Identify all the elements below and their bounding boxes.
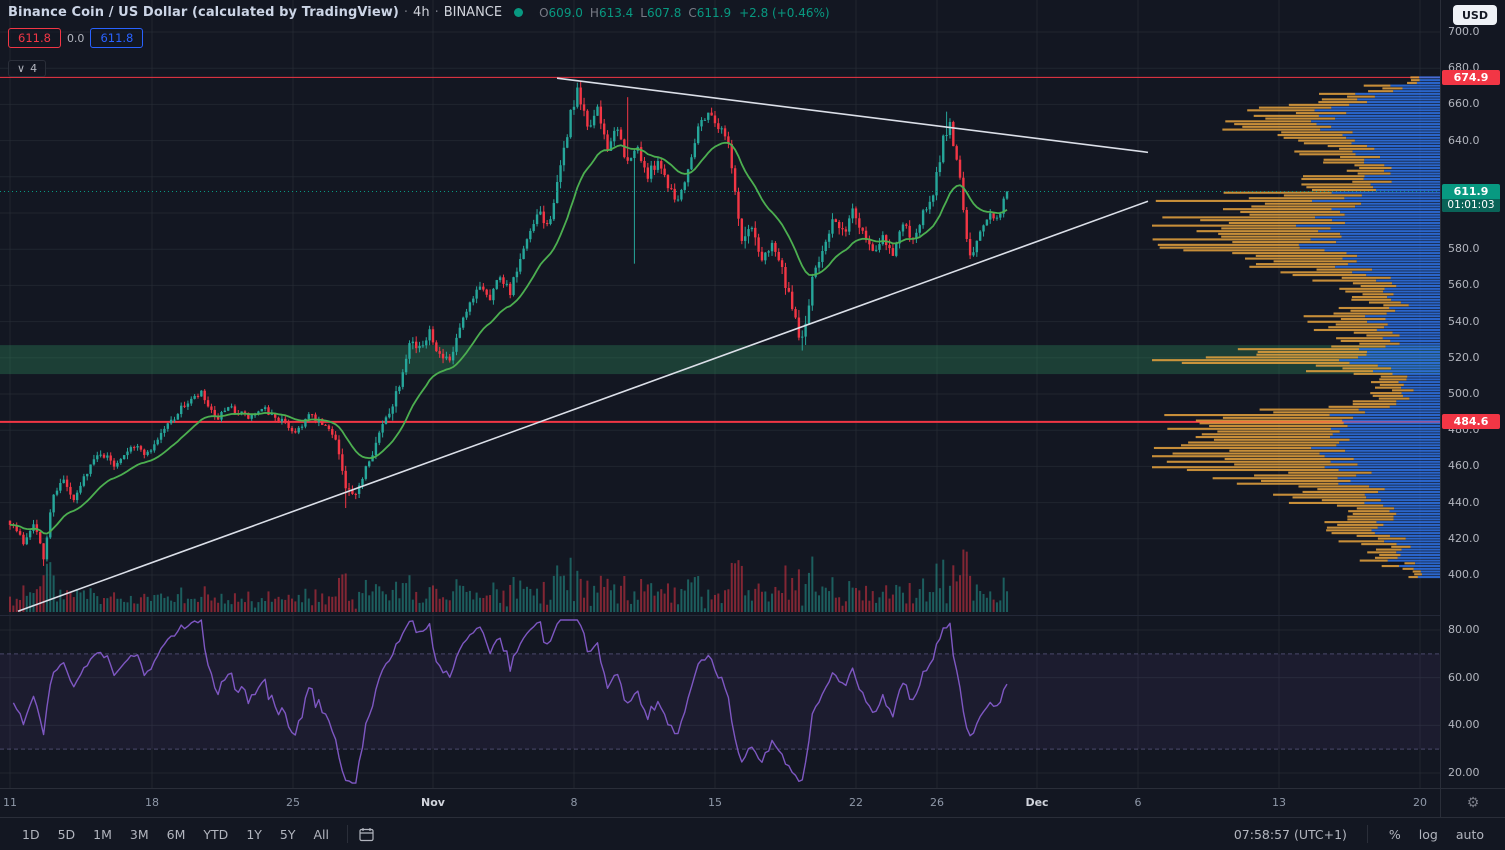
toolbar-divider xyxy=(1366,825,1368,843)
price-axis-label: 500.0 xyxy=(1448,387,1480,400)
percent-scale-button[interactable]: % xyxy=(1382,824,1408,845)
time-axis-label: 26 xyxy=(930,796,944,809)
sell-price-button[interactable]: 611.8 xyxy=(8,28,61,48)
price-axis-label: 660.0 xyxy=(1448,97,1480,111)
range-button-All[interactable]: All xyxy=(306,824,338,845)
price-axis[interactable]: USD 700.0 680.0 660.0 640.0 580.0 560.0 540.0 5… xyxy=(1440,0,1505,788)
price-tag-value: 674.9 xyxy=(1453,70,1489,84)
separator-dot: · xyxy=(403,5,409,20)
axis-corner: ⚙ xyxy=(1440,788,1505,817)
price-axis-label: 400.0 xyxy=(1448,568,1480,581)
price-axis-label: 640.0 xyxy=(1448,133,1480,147)
log-scale-button[interactable]: log xyxy=(1412,824,1445,845)
range-button-6M[interactable]: 6M xyxy=(159,824,194,845)
low-label: L xyxy=(640,5,647,20)
time-axis-label: 11 xyxy=(3,796,17,809)
time-axis-label: 18 xyxy=(145,796,159,809)
indicators-collapse-button[interactable]: ∨ 4 xyxy=(8,60,47,77)
auto-scale-button[interactable]: auto xyxy=(1449,824,1491,845)
countdown-timer: 01:01:03 xyxy=(1442,198,1500,212)
toolbar-right-group: 07:58:57 (UTC+1) % log auto xyxy=(1234,824,1491,845)
close-value: 611.9 xyxy=(696,5,732,20)
high-label: H xyxy=(589,5,599,20)
market-status-icon[interactable] xyxy=(514,8,524,17)
range-button-5Y[interactable]: 5Y xyxy=(272,824,304,845)
separator-dot: · xyxy=(434,5,439,20)
symbol-title[interactable]: Binance Coin / US Dollar (calculated by … xyxy=(8,5,399,20)
price-axis-label: 560.0 xyxy=(1448,278,1480,292)
exchange-label: BINANCE xyxy=(443,5,503,20)
rsi-axis-label: 80.00 xyxy=(1448,623,1480,636)
settings-gear-icon[interactable]: ⚙ xyxy=(1466,795,1480,811)
close-label: C xyxy=(688,5,697,20)
volume-bars xyxy=(9,549,1009,612)
time-axis-label: Dec xyxy=(1025,796,1049,809)
volume-profile xyxy=(1152,76,1440,579)
price-axis-label: 700.0 xyxy=(1448,25,1480,38)
bid-ask-row: 611.8 0.0 611.8 xyxy=(8,28,830,48)
price-axis-label: 420.0 xyxy=(1448,531,1480,545)
rsi-axis-label: 60.00 xyxy=(1448,670,1480,684)
rsi-axis-label: 40.00 xyxy=(1448,718,1480,732)
pane-divider[interactable] xyxy=(0,615,1505,616)
price-tag-value: 611.9 xyxy=(1453,184,1489,198)
rsi-background xyxy=(0,653,1440,750)
chevron-down-icon: ∨ xyxy=(17,62,26,75)
price-axis-label: 540.0 xyxy=(1448,314,1480,328)
time-axis-label: 22 xyxy=(849,796,863,809)
moving-average-line xyxy=(9,141,1008,535)
time-axis-label: 8 xyxy=(570,796,578,809)
price-axis-label: 580.0 xyxy=(1448,242,1480,256)
price-chart-canvas[interactable] xyxy=(0,0,1440,788)
time-axis-label: 15 xyxy=(708,796,722,809)
open-label: O xyxy=(539,5,549,20)
clock-label[interactable]: 07:58:57 (UTC+1) xyxy=(1233,826,1347,842)
toolbar-divider xyxy=(347,825,348,843)
time-axis-label: 6 xyxy=(1134,796,1142,809)
price-axis-label: 460.0 xyxy=(1448,459,1480,473)
range-button-1Y[interactable]: 1Y xyxy=(238,824,270,845)
go-to-date-icon[interactable] xyxy=(358,826,375,843)
buy-price-button[interactable]: 611.8 xyxy=(90,28,144,48)
low-value: 607.8 xyxy=(646,5,682,20)
interval-label[interactable]: 4h xyxy=(413,5,430,20)
symbol-legend-row: Binance Coin / US Dollar (calculated by … xyxy=(8,5,830,20)
range-button-YTD[interactable]: YTD xyxy=(195,824,236,845)
time-axis[interactable]: 11 18 25 Nov 8 15 22 26 Dec 6 13 20 xyxy=(0,788,1440,817)
currency-toggle-button[interactable]: USD xyxy=(1453,5,1497,25)
bottom-toolbar: 1D 5D 1M 3M 6M YTD 1Y 5Y All 07:58:57 (UTC+1) % … xyxy=(0,817,1505,850)
high-value: 613.4 xyxy=(598,5,634,20)
time-axis-label: Nov xyxy=(421,796,445,809)
price-tag-value: 484.6 xyxy=(1453,415,1489,429)
ohlc-values: O 609.0 H 613.4 L 607.8 C 611.9 xyxy=(532,6,731,20)
spread-value: 0.0 xyxy=(66,31,85,45)
price-axis-label: 520.0 xyxy=(1448,350,1480,364)
range-button-1D[interactable]: 1D xyxy=(14,824,48,845)
time-axis-label: 25 xyxy=(286,796,300,809)
range-button-1M[interactable]: 1M xyxy=(85,824,120,845)
time-axis-label: 13 xyxy=(1272,796,1286,809)
range-button-3M[interactable]: 3M xyxy=(122,824,157,845)
trendlines[interactable] xyxy=(17,77,1149,612)
date-range-buttons: 1D 5D 1M 3M 6M YTD 1Y 5Y All xyxy=(14,824,337,845)
chart-legend: Binance Coin / US Dollar (calculated by … xyxy=(8,5,830,77)
price-tag-611.9: 611.9 01:01:03 xyxy=(1442,183,1500,212)
price-tag-484.6: 484.6 xyxy=(1442,414,1500,430)
rsi-axis-label: 20.00 xyxy=(1448,765,1480,779)
range-button-5D[interactable]: 5D xyxy=(50,824,84,845)
candlesticks xyxy=(8,80,1009,566)
rsi-line xyxy=(12,619,1008,784)
indicator-legend-row: ∨ 4 xyxy=(8,57,830,77)
change-value: +2.8 (+0.46%) xyxy=(739,5,830,20)
price-tag-674.9: 674.9 xyxy=(1442,69,1500,85)
price-axis-label: 440.0 xyxy=(1448,495,1480,509)
open-value: 609.0 xyxy=(548,5,583,20)
time-axis-label: 20 xyxy=(1413,796,1427,809)
indicator-count: 4 xyxy=(30,62,38,75)
horizontal-level-lines[interactable] xyxy=(0,76,1440,423)
